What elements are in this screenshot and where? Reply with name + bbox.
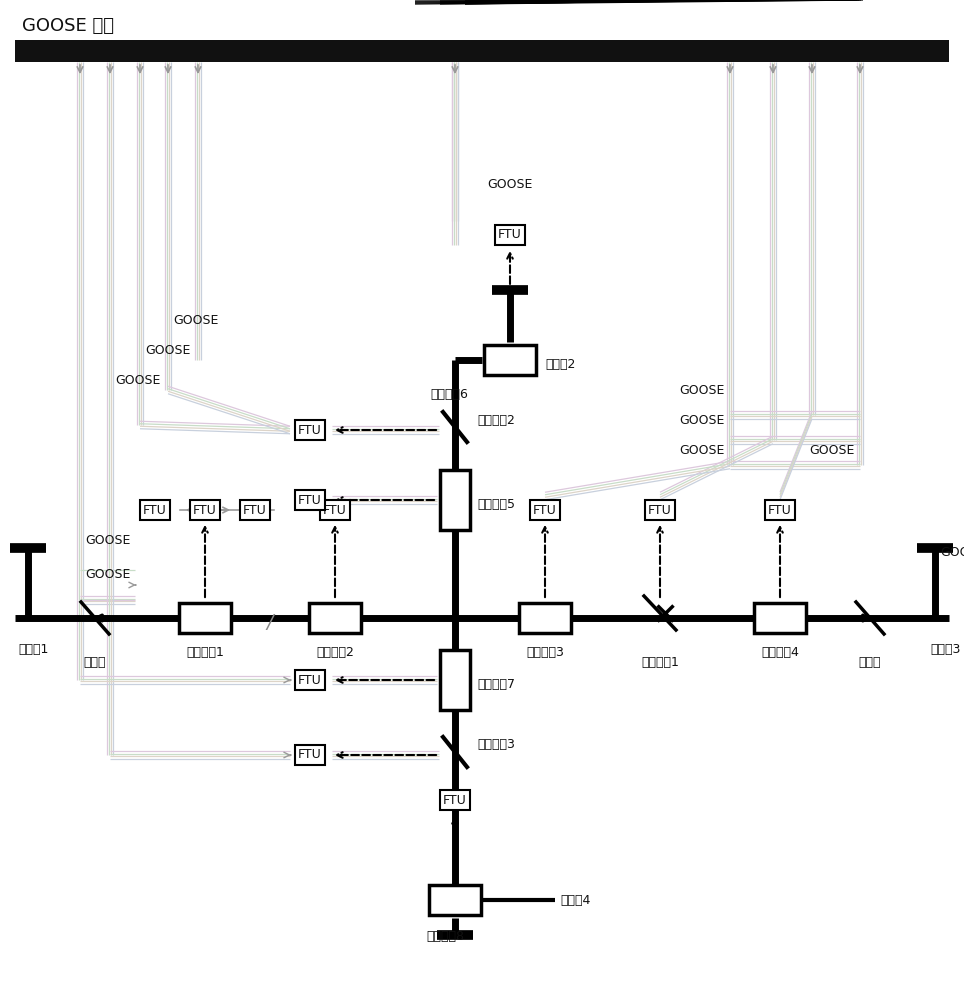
- Text: 分段开关1: 分段开关1: [186, 646, 224, 659]
- Text: GOOSE: GOOSE: [680, 414, 725, 426]
- Bar: [754, 603, 806, 633]
- Text: 分段开关6: 分段开关6: [430, 388, 468, 401]
- Text: GOOSE: GOOSE: [173, 314, 219, 326]
- Text: FTU: FTU: [768, 504, 791, 516]
- Text: 分段开关8: 分段开关8: [426, 930, 464, 943]
- Text: 变电站2: 变电站2: [545, 359, 576, 371]
- Text: FTU: FTU: [298, 674, 322, 686]
- Bar: [179, 603, 231, 633]
- Text: 分段开关5: 分段开关5: [477, 498, 515, 512]
- Text: FTU: FTU: [298, 424, 322, 436]
- Bar: [484, 345, 536, 375]
- Bar: [429, 885, 481, 915]
- Bar: [15, 40, 949, 62]
- Text: FTU: FTU: [193, 504, 217, 516]
- Text: /: /: [267, 613, 274, 633]
- Text: GOOSE: GOOSE: [810, 444, 855, 456]
- Text: FTU: FTU: [648, 504, 672, 516]
- Text: 分段开关7: 分段开关7: [477, 678, 515, 692]
- Text: GOOSE: GOOSE: [940, 546, 964, 560]
- Text: FTU: FTU: [443, 794, 467, 806]
- Text: GOOSE: GOOSE: [85, 568, 130, 582]
- Text: FTU: FTU: [143, 504, 167, 516]
- Text: FTU: FTU: [533, 504, 557, 516]
- Text: 变电站3: 变电站3: [930, 643, 960, 656]
- Text: 断路器: 断路器: [84, 656, 106, 669]
- Text: 联络开关3: 联络开关3: [477, 738, 515, 752]
- Text: 分段开关3: 分段开关3: [526, 646, 564, 659]
- Text: FTU: FTU: [298, 493, 322, 506]
- Text: 分段开关4: 分段开关4: [761, 646, 799, 659]
- Text: FTU: FTU: [323, 504, 347, 516]
- Text: 断路器: 断路器: [859, 656, 881, 669]
- Text: 联络开关1: 联络开关1: [641, 656, 679, 669]
- Bar: [309, 603, 361, 633]
- Text: GOOSE: GOOSE: [85, 534, 130, 546]
- Text: FTU: FTU: [298, 748, 322, 762]
- Text: GOOSE: GOOSE: [680, 444, 725, 456]
- Text: 分段开关2: 分段开关2: [316, 646, 354, 659]
- Text: GOOSE 网络: GOOSE 网络: [22, 17, 114, 35]
- Text: 联络开关2: 联络开关2: [477, 414, 515, 426]
- Text: 变电站1: 变电站1: [18, 643, 48, 656]
- Text: GOOSE: GOOSE: [680, 383, 725, 396]
- Text: GOOSE: GOOSE: [488, 178, 533, 192]
- Text: GOOSE: GOOSE: [115, 373, 160, 386]
- Text: GOOSE: GOOSE: [145, 344, 190, 357]
- Text: FTU: FTU: [243, 504, 267, 516]
- Bar: [519, 603, 571, 633]
- Text: 变电站4: 变电站4: [560, 894, 590, 906]
- Bar: [440, 470, 470, 530]
- Text: FTU: FTU: [498, 229, 522, 241]
- Bar: [440, 650, 470, 710]
